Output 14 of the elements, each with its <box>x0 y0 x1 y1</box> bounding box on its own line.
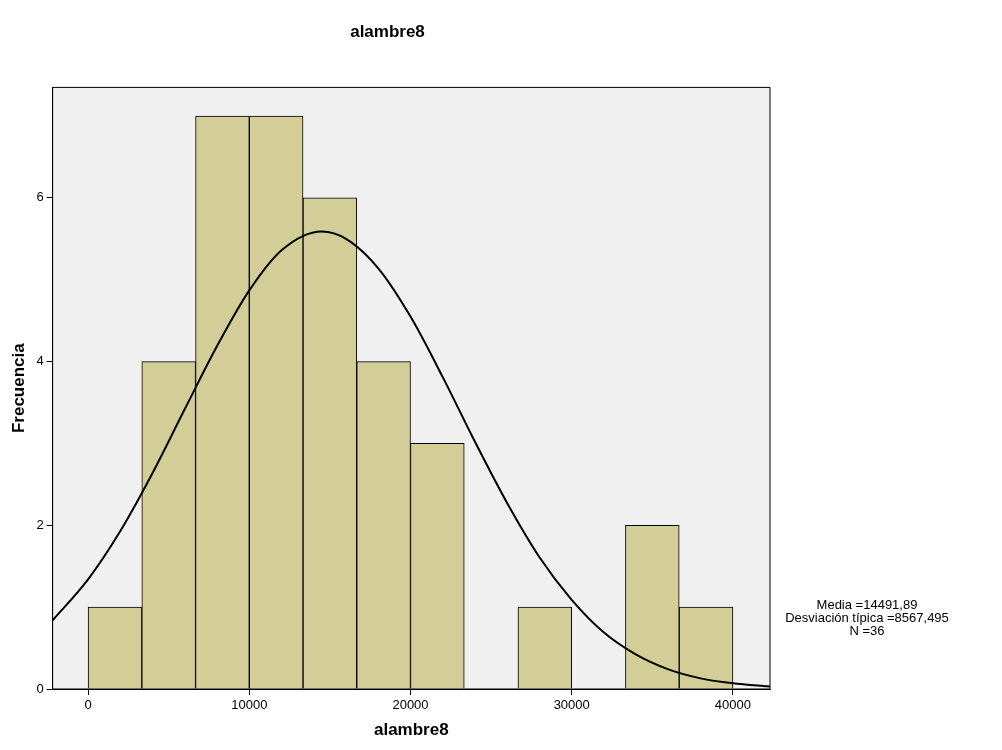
y-tick-label: 6 <box>36 189 44 205</box>
text: Desviación típica =8567,495 <box>784 610 950 625</box>
y-tick-label: 2 <box>36 516 44 532</box>
y-tick-label: 4 <box>36 353 44 369</box>
x-tick-label: 30000 <box>553 697 590 713</box>
x-axis-title: alambre8 <box>373 720 449 740</box>
y-axis-title: Frecuencia <box>8 342 28 434</box>
x-tick-label: 0 <box>84 697 92 713</box>
x-tick-label: 10000 <box>231 697 268 713</box>
x-tick-label: 40000 <box>714 697 751 713</box>
x-tick-label: 20000 <box>392 697 429 713</box>
text: Media =14491,89 <box>815 597 919 612</box>
chart-title: alambre8 <box>350 21 425 41</box>
y-tick-label: 0 <box>36 680 44 696</box>
